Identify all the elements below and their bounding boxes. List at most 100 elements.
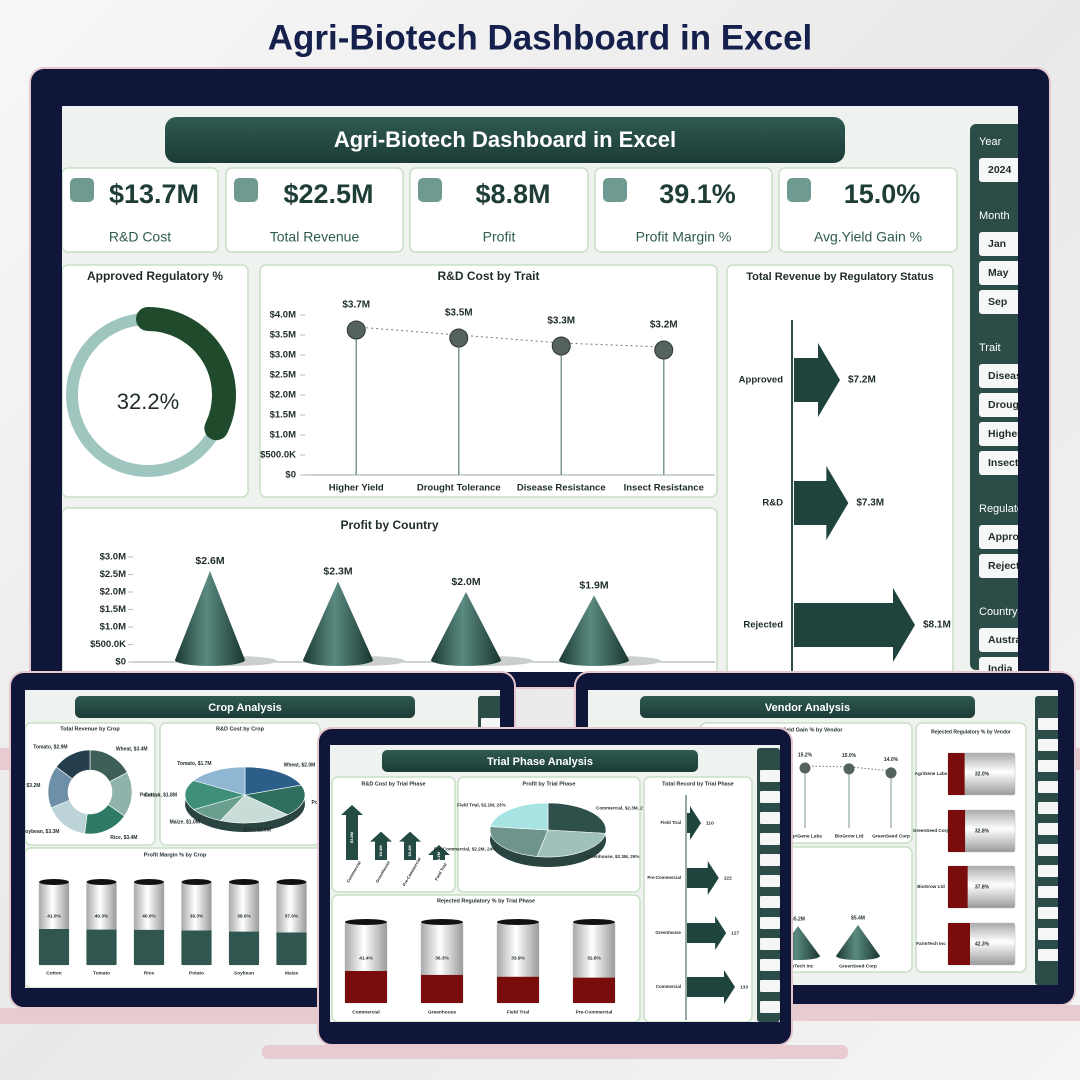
category-label: R&D [762,498,783,509]
value-label: $3.7M [342,300,370,311]
value-label: 133 [740,984,748,990]
value-label: 14.0% [884,757,899,763]
value-label: 40.3% [95,913,109,919]
category-label: Greenhouse [428,1009,456,1015]
tube-cap [229,879,259,885]
slicer-item-label: Australia [988,634,1033,646]
y-tick-label: $0 [115,657,126,668]
slicer-item[interactable] [979,364,1049,388]
card [225,167,404,253]
value-label: 38.0% [237,913,251,919]
slicer-item[interactable] [979,554,1049,578]
slicer-item[interactable] [979,525,1049,549]
money-bag [346,320,366,340]
value-label: 32.0% [975,771,990,777]
value-label: 110 [706,820,714,826]
kpi-label: Avg.Yield Gain % [814,229,922,245]
value-label: 32.8% [587,955,601,961]
slice-label: Wheat, $2.0M [284,763,316,769]
tube-cap [421,919,463,925]
value-label: 32.8% [975,828,990,834]
slicer-item[interactable] [979,261,1049,285]
arrow-bar [687,916,727,950]
value-label: 15.0% [842,753,857,759]
value-label: 33.9% [511,955,525,961]
kpi-value: $13.7M [109,179,199,209]
y-tick-label: $1.5M [270,410,296,421]
arrow-bar [794,588,915,662]
value-label: $3.4M [378,845,383,857]
slicer-item[interactable] [979,628,1049,652]
slicer-item-label: Rejected [988,560,1032,572]
arrow-bar [428,845,450,860]
arrow-bar [341,805,363,860]
pie-slice [192,766,246,796]
banner [75,696,415,718]
tube-fill [948,753,965,795]
tube-cap [181,879,212,885]
slicer-item [1038,718,1058,730]
value-label: 127 [731,930,739,936]
category-label: BioGrow Ltd [917,884,945,889]
slicer-item[interactable] [979,657,1049,681]
card-title: R&D Cost by Crop [216,726,265,732]
slicer-item[interactable] [979,290,1049,314]
card-title: R&D Cost by Trial Phase [361,781,425,787]
tube-cap [39,879,69,885]
card [778,167,958,253]
category-label: Tomato [93,970,110,976]
category-label: FarmTech Inc [916,941,946,946]
category-label: Drought Tolerance [417,483,501,494]
cone [559,595,629,666]
kpi-label: Profit Margin % [636,229,732,245]
pie-slice [490,802,549,831]
money-bag [551,336,571,356]
y-tick-label: $1.5M [100,604,126,615]
value-label: $2.3M [323,565,352,577]
slice-label: Potato, $3.4M [140,793,172,799]
slice-label: Field Trial, $2.1M, 23% [457,802,506,807]
money-bag [654,340,674,360]
card [259,264,718,498]
pie-slice [536,829,606,858]
value-label: 37.0% [285,913,299,919]
value-label: 42.3% [975,941,990,947]
card-title: Rejected Regulatory % by Trial Phase [437,898,535,904]
slice-label: Soybean, $3.3M [22,829,60,835]
value-label: $5.2M [791,917,805,923]
arrow-bar [687,861,719,895]
laptop-base [262,1045,848,1059]
card-title: Rejected Regulatory % by Vendor [931,729,1011,735]
y-tick-label: $2.0M [100,587,126,598]
tube-fill [39,929,69,965]
category-label: GreenSeed Corp [872,833,910,839]
money-bag [799,762,811,774]
y-tick-label: $500.0K [90,639,126,650]
slicer-item [760,875,780,887]
slicer-item[interactable] [979,451,1049,475]
y-tick-label: $2.5M [100,569,126,580]
value-label: 40.0% [142,913,156,919]
value-label: $3.3M [547,316,575,327]
card [331,776,456,893]
slicer-item[interactable] [979,232,1049,256]
slicer-item[interactable] [979,158,1049,182]
slicer-title: Year [979,136,1002,148]
slicer-item[interactable] [979,393,1049,417]
slicer-item[interactable] [979,422,1049,446]
slicer-item-label: Approved [988,531,1037,543]
pie-slice [489,826,549,857]
slicer-item [760,938,780,950]
value-label: 122 [724,875,732,881]
value-label: $5.4M [851,915,865,921]
card [643,776,753,1022]
slicer-item [760,1001,780,1013]
slicer-item-label: India [988,663,1013,675]
slicer-item [1038,865,1058,877]
slicer-item [760,833,780,845]
category-label: AgriGene Labs [915,771,948,776]
kpi-icon [418,178,442,202]
category-label: Commercial [656,984,681,989]
card-title: Approved Regulatory % [87,269,223,283]
